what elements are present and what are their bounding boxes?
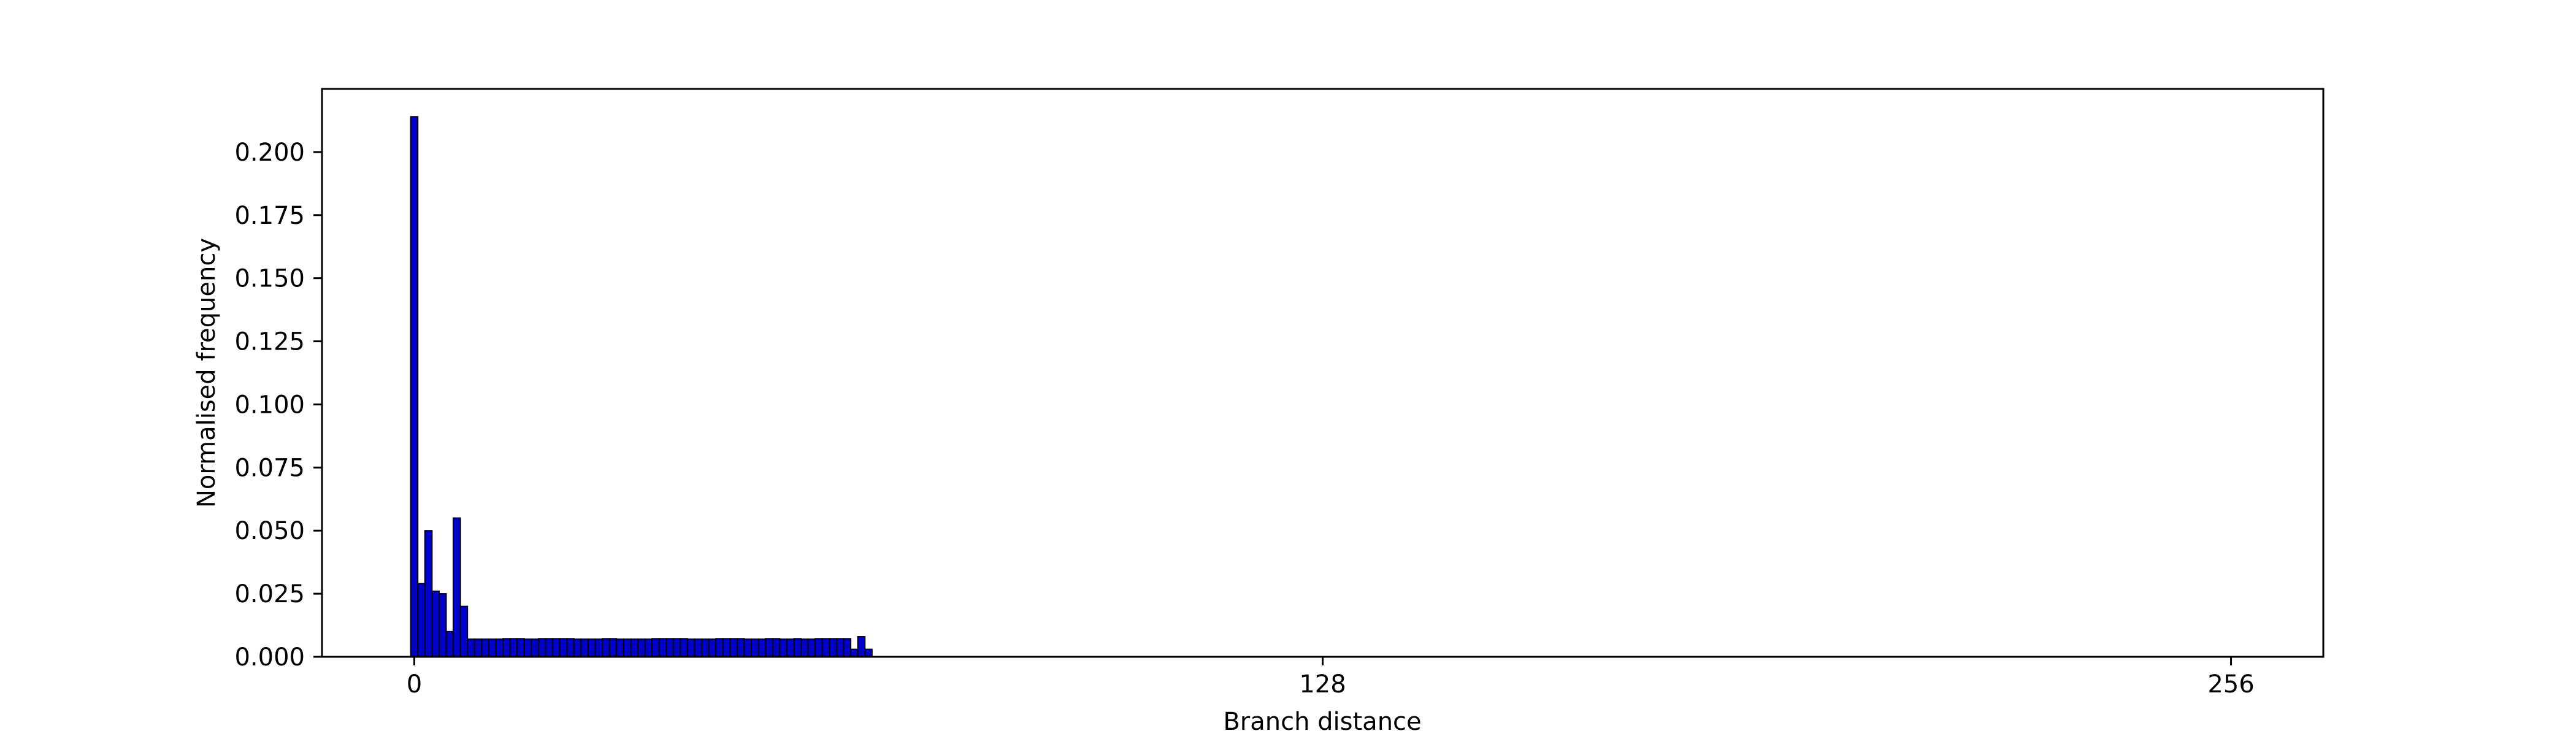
histogram-bar (417, 583, 426, 658)
y-axis-label: Normalised frequency (193, 238, 221, 508)
histogram-bar (616, 638, 624, 657)
histogram-bar (523, 638, 532, 657)
histogram-bar (531, 638, 539, 657)
plot-frame (321, 88, 2325, 658)
histogram-bar (594, 638, 604, 657)
histogram-bar (658, 638, 667, 657)
histogram-bar (623, 638, 632, 657)
x-axis-ticks: 0 128 256 (407, 657, 2255, 699)
histogram-bar (453, 517, 461, 658)
histogram-bar (765, 638, 773, 657)
histogram-bar (665, 638, 674, 657)
histogram-bar (800, 638, 809, 657)
x-axis-label: Branch distance (1223, 708, 1421, 736)
histogram-bar (722, 638, 731, 657)
histogram-bar (637, 638, 646, 657)
histogram-bar (587, 638, 596, 657)
y-tick-label: 0.125 (234, 328, 305, 356)
histogram-bar (445, 630, 454, 657)
histogram-bar (672, 638, 681, 657)
histogram-bar (459, 605, 469, 657)
x-tick-label: 256 (2207, 670, 2254, 699)
histogram-bar (509, 638, 518, 657)
histogram-bar (736, 638, 745, 657)
histogram-bar (743, 638, 753, 657)
histogram-bar (701, 638, 710, 657)
histogram-bar (680, 638, 688, 657)
histogram-bar (481, 638, 489, 657)
bars-layer (410, 116, 873, 658)
histogram-bar (850, 648, 859, 658)
histogram-bar (608, 638, 618, 657)
histogram-bar (708, 638, 717, 657)
histogram-bar (573, 638, 582, 657)
histogram-bar (602, 638, 610, 657)
histogram-bar (821, 638, 830, 657)
y-tick-label: 0.200 (234, 139, 305, 167)
y-tick-label: 0.000 (234, 643, 305, 672)
histogram-bar (516, 638, 525, 657)
histogram-bar (559, 638, 568, 657)
histogram-bar (651, 638, 660, 657)
histogram-bar (835, 638, 845, 657)
histogram-bar (843, 638, 852, 657)
histogram-bar (537, 638, 546, 657)
y-tick-label: 0.100 (234, 391, 305, 419)
histogram-bar (580, 638, 589, 657)
histogram-bar (566, 638, 575, 657)
histogram-bar (729, 638, 738, 657)
histogram-bar (815, 638, 823, 657)
histogram-bar (545, 638, 554, 657)
y-tick-label: 0.025 (234, 580, 305, 608)
x-tick-label: 0 (407, 670, 422, 699)
histogram-bar (779, 638, 788, 657)
y-tick-label: 0.175 (234, 202, 305, 230)
histogram-bar (488, 638, 497, 657)
histogram-bar (772, 638, 781, 657)
histogram-bar (857, 636, 866, 657)
histogram-bar (807, 638, 816, 657)
histogram-bar (552, 638, 561, 657)
histogram-bar (502, 638, 511, 657)
y-tick-label: 0.050 (234, 517, 305, 545)
histogram-bar (438, 593, 447, 657)
histogram-bar (793, 638, 802, 657)
histogram-bar (864, 648, 873, 658)
histogram-bar (467, 638, 475, 657)
histogram-bar (757, 638, 767, 657)
histogram-bar (686, 638, 696, 657)
histogram-bar (431, 591, 440, 657)
histogram-bar (694, 638, 703, 657)
y-tick-label: 0.150 (234, 265, 305, 293)
histogram-bar (715, 638, 724, 657)
histogram-bar (829, 638, 837, 657)
histogram-bar (410, 116, 419, 657)
histogram-bar (473, 638, 483, 657)
y-tick-label: 0.075 (234, 454, 305, 482)
histogram-bar (751, 638, 759, 657)
y-axis-ticks: 0.000 0.025 0.050 0.075 0.100 0.125 0.150 0.175… (234, 139, 322, 672)
histogram-bar (644, 638, 653, 657)
histogram-bar (786, 638, 795, 657)
histogram-bar (630, 638, 638, 657)
x-tick-label: 128 (1299, 670, 1346, 699)
histogram-bar (495, 638, 504, 657)
histogram-bar (424, 530, 433, 657)
